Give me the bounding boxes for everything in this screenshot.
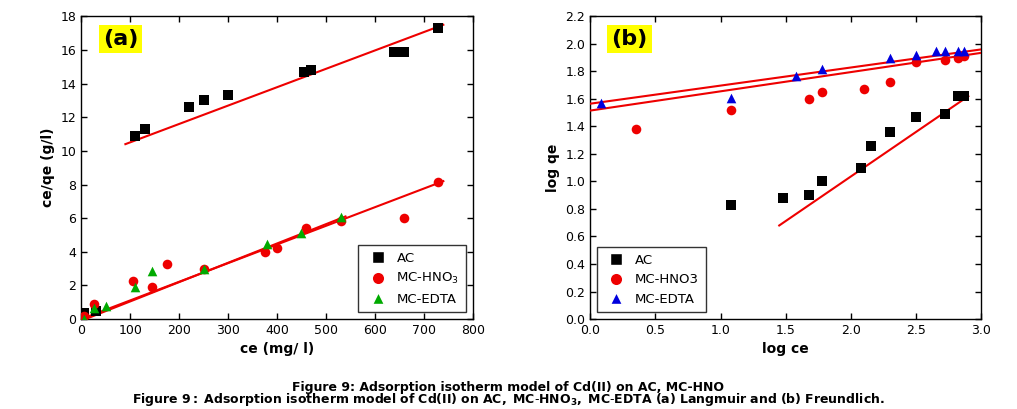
Point bbox=[882, 129, 898, 135]
Point bbox=[259, 241, 276, 247]
Point bbox=[801, 192, 818, 198]
Point bbox=[801, 96, 818, 102]
Point bbox=[950, 54, 966, 61]
Point bbox=[956, 93, 972, 99]
Point bbox=[956, 53, 972, 60]
Point bbox=[298, 225, 314, 231]
Point bbox=[882, 54, 898, 61]
Point bbox=[195, 265, 212, 272]
Point bbox=[950, 93, 966, 99]
Legend: AC, MC-HNO$_3$, MC-EDTA: AC, MC-HNO$_3$, MC-EDTA bbox=[358, 245, 466, 312]
Point bbox=[723, 202, 739, 208]
Point bbox=[87, 307, 104, 314]
Point bbox=[303, 67, 319, 74]
Point bbox=[937, 111, 953, 117]
Point bbox=[195, 97, 212, 104]
Point bbox=[85, 305, 102, 311]
Text: Figure 9: Adsorption isotherm model of Cd(II) on AC, MC-HNO: Figure 9: Adsorption isotherm model of C… bbox=[293, 381, 724, 393]
Point bbox=[775, 195, 791, 201]
Point bbox=[882, 79, 898, 85]
Point bbox=[856, 86, 873, 92]
Point bbox=[195, 265, 212, 272]
Point bbox=[127, 133, 143, 139]
Point bbox=[908, 52, 924, 58]
Point bbox=[98, 302, 114, 309]
Point bbox=[723, 107, 739, 113]
Point bbox=[396, 48, 412, 55]
Point bbox=[908, 58, 924, 65]
Point bbox=[937, 57, 953, 64]
Point bbox=[75, 316, 92, 322]
Y-axis label: ce/qe (g/l): ce/qe (g/l) bbox=[41, 128, 55, 207]
Point bbox=[144, 268, 161, 274]
X-axis label: ce (mg/ l): ce (mg/ l) bbox=[240, 342, 314, 356]
Point bbox=[137, 126, 154, 132]
Point bbox=[853, 164, 870, 171]
Point bbox=[127, 284, 143, 290]
Point bbox=[592, 100, 608, 106]
Point bbox=[950, 47, 966, 54]
Point bbox=[333, 214, 349, 220]
Point bbox=[815, 89, 831, 95]
Text: (a): (a) bbox=[103, 29, 138, 49]
Point bbox=[256, 249, 273, 255]
Point bbox=[723, 94, 739, 101]
Point bbox=[937, 47, 953, 54]
Point bbox=[75, 313, 92, 320]
Legend: AC, MC-HNO3, MC-EDTA: AC, MC-HNO3, MC-EDTA bbox=[597, 247, 706, 312]
Y-axis label: log qe: log qe bbox=[546, 144, 559, 192]
Point bbox=[293, 230, 309, 236]
Point bbox=[396, 215, 412, 221]
Point bbox=[956, 47, 972, 54]
Point bbox=[815, 178, 831, 185]
Point bbox=[815, 65, 831, 72]
Point bbox=[144, 284, 161, 290]
Point bbox=[908, 114, 924, 120]
Point bbox=[159, 260, 175, 267]
Point bbox=[430, 179, 446, 185]
Text: $\bf{Figure\ 9:}$ $\bf{Adsorption\ isotherm\ model\ of\ Cd(II)\ on\ AC,\ MC\text: $\bf{Figure\ 9:}$ $\bf{Adsorption\ isoth… bbox=[132, 391, 885, 408]
Point bbox=[125, 278, 141, 285]
Point bbox=[788, 72, 804, 79]
Text: (b): (b) bbox=[611, 29, 648, 49]
Point bbox=[75, 310, 92, 317]
Point bbox=[181, 104, 197, 110]
Point bbox=[430, 25, 446, 31]
Point bbox=[627, 126, 644, 133]
Point bbox=[85, 301, 102, 307]
X-axis label: log ce: log ce bbox=[763, 342, 810, 356]
Point bbox=[862, 142, 879, 149]
Point bbox=[220, 92, 236, 99]
Point bbox=[268, 245, 285, 252]
Point bbox=[928, 47, 944, 54]
Point bbox=[386, 48, 403, 55]
Point bbox=[296, 69, 312, 75]
Point bbox=[333, 218, 349, 225]
